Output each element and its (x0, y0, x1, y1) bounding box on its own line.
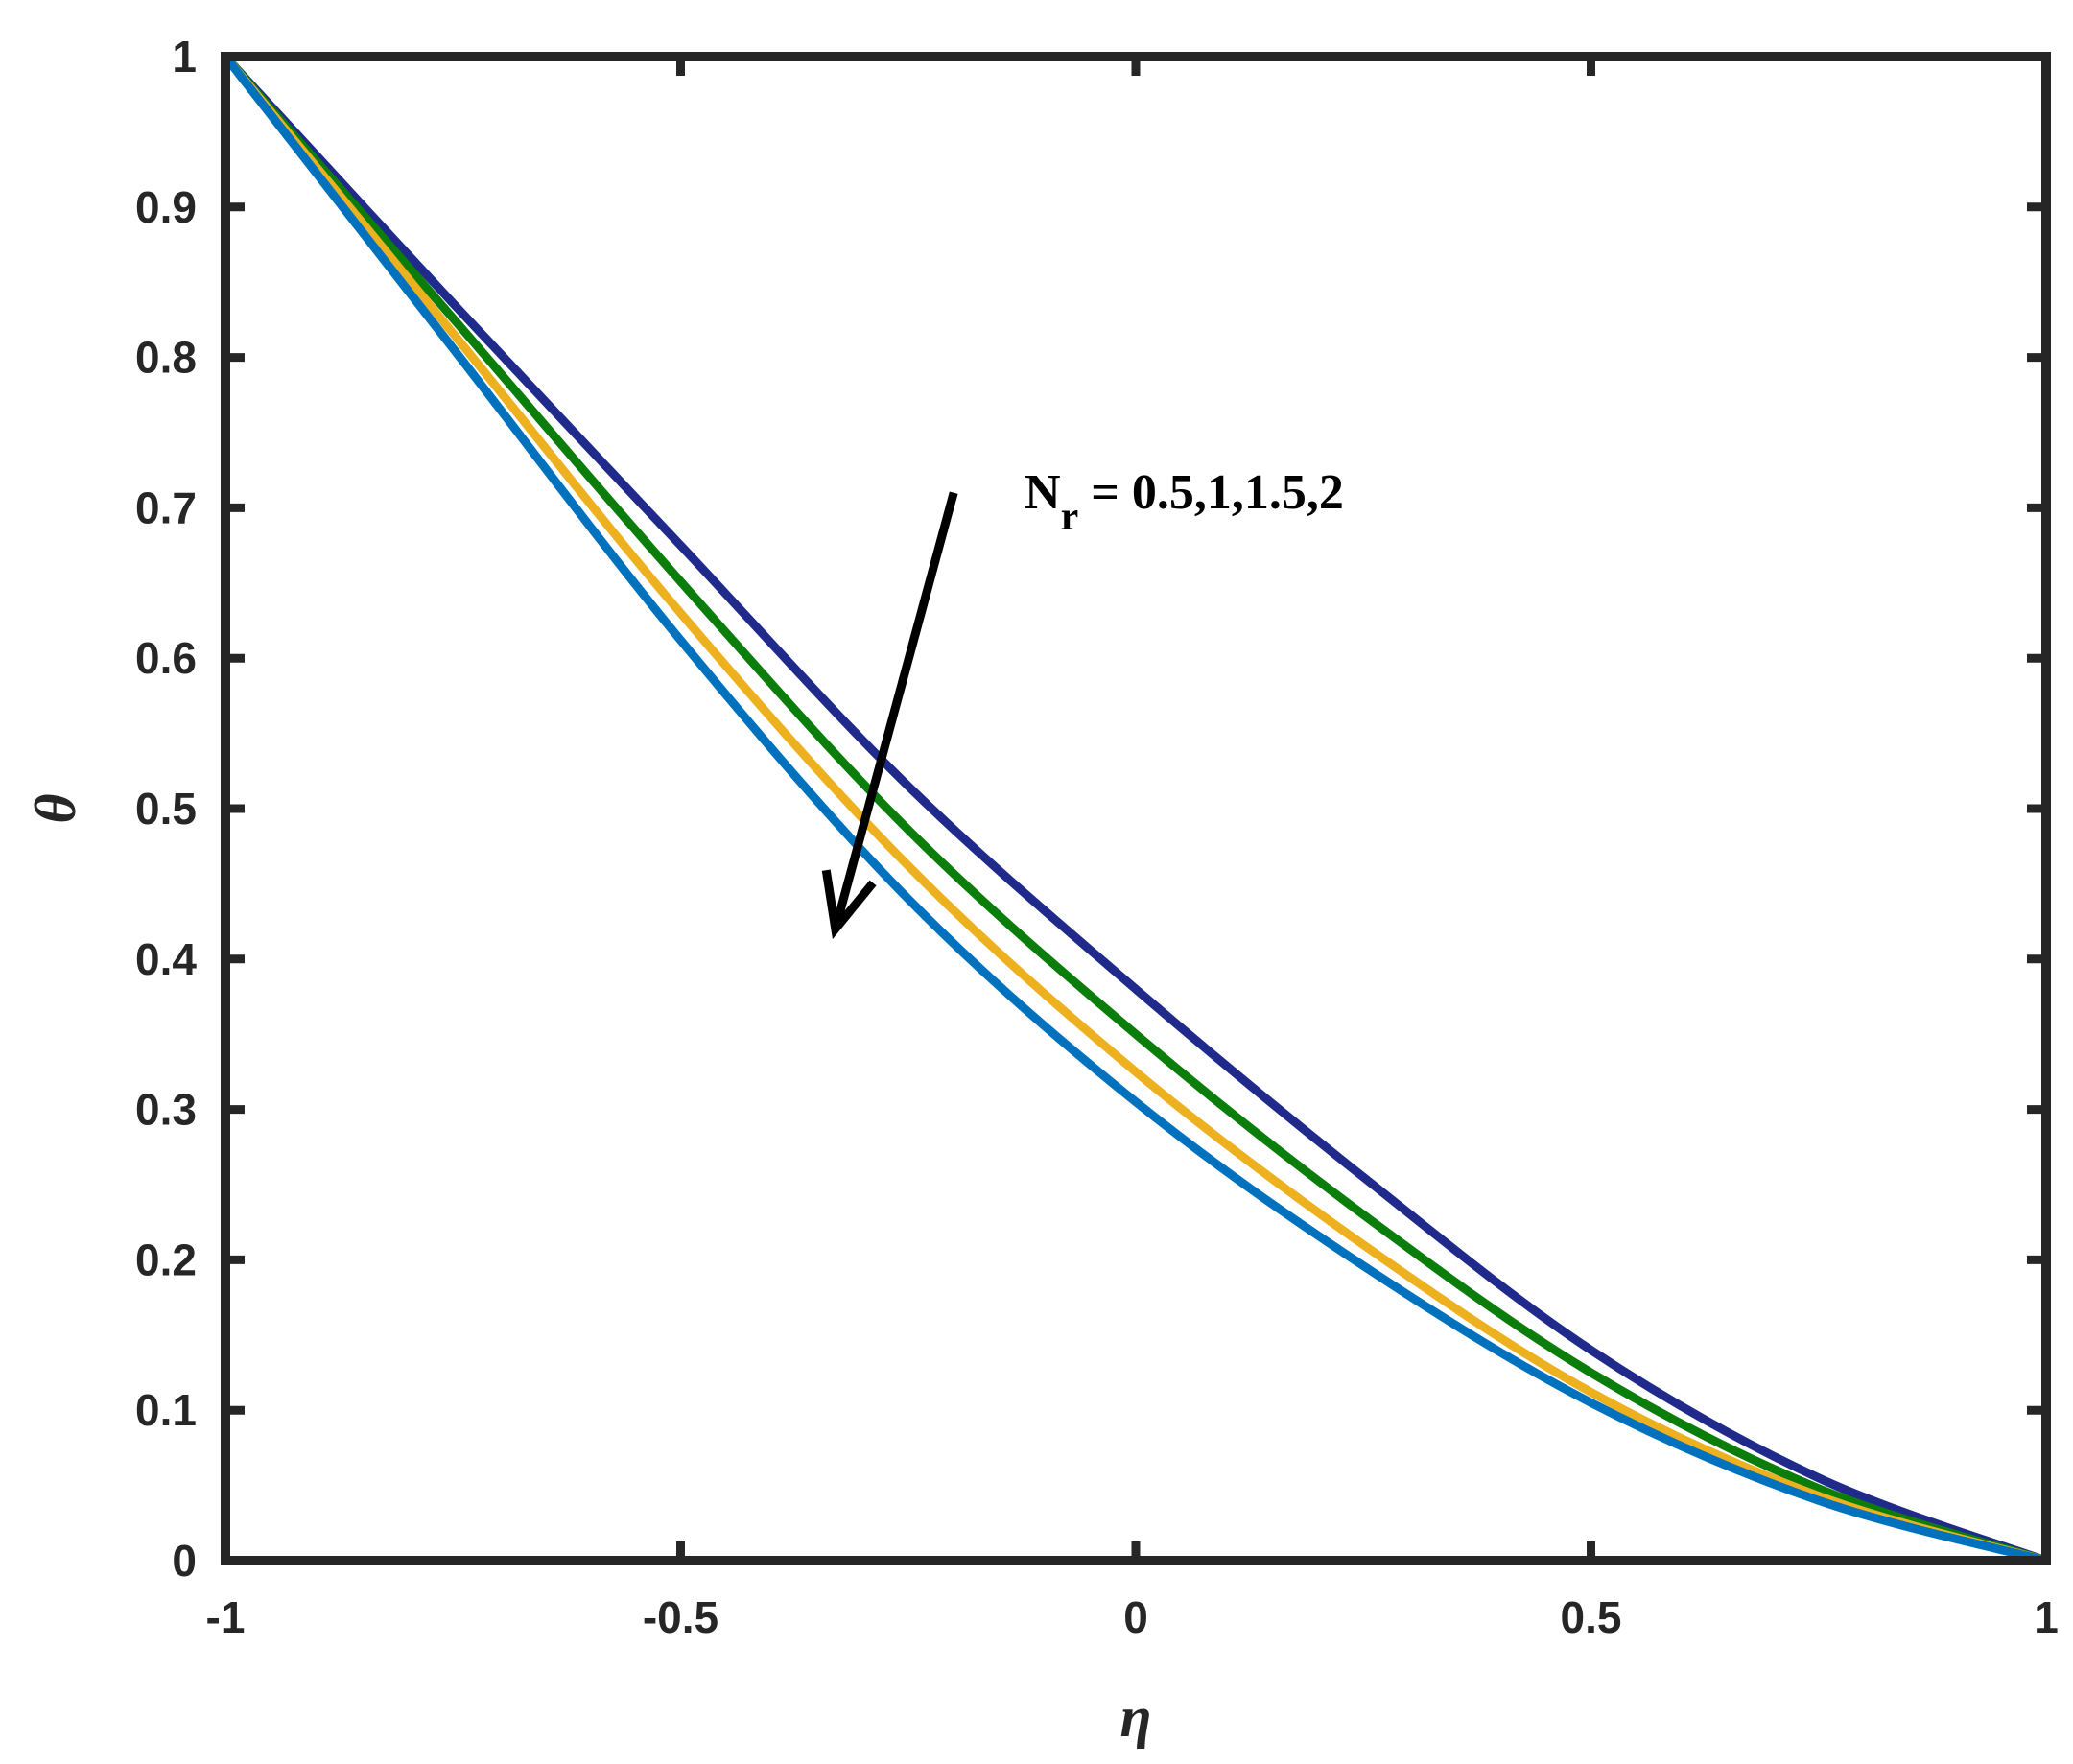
annotation: Nr = 0.5,1,1.5,2 (821, 465, 1344, 940)
annotation-arrow (831, 491, 958, 930)
annotation-main: N (1025, 465, 1061, 520)
y-tick-label: 0.1 (135, 1385, 197, 1435)
series-line-2 (221, 52, 2051, 1565)
series-line-3 (221, 52, 2051, 1565)
annotation-values: = 0.5,1,1.5,2 (1078, 465, 1344, 520)
series-line-4 (221, 52, 2051, 1565)
y-tick-label: 0.6 (135, 633, 197, 683)
y-axis-label: θ (24, 793, 87, 823)
x-tick-label: -1 (206, 1592, 246, 1642)
series-layer (221, 52, 2051, 1565)
y-tick-label: 0.9 (135, 182, 197, 232)
series-line-1 (221, 52, 2051, 1565)
x-tick-label: 1 (2034, 1592, 2059, 1642)
y-tick-label: 0 (172, 1536, 197, 1586)
ticks-layer: -1 -0.5 0 0.5 1 0 0.1 0.2 0.3 0.4 0.5 0.6 0.7 0.8 0.9 1 (135, 32, 2059, 1642)
y-tick-label: 0.4 (135, 934, 197, 984)
y-tick-label: 0.8 (135, 333, 197, 383)
x-tick-label: -0.5 (643, 1592, 718, 1642)
x-tick-label: 0 (1123, 1592, 1148, 1642)
y-tick-label: 0.2 (135, 1235, 197, 1284)
annotation-arrow-head (821, 869, 877, 940)
x-axis-label: η (1120, 1685, 1152, 1749)
y-tick-label: 0.7 (135, 482, 197, 532)
annotation-label: Nr = 0.5,1,1.5,2 (1025, 465, 1344, 539)
plot-frame (221, 52, 2051, 1565)
x-tick-label: 0.5 (1561, 1592, 1622, 1642)
y-tick-label: 1 (172, 32, 197, 82)
y-tick-label: 0.5 (135, 784, 197, 834)
y-tick-label: 0.3 (135, 1085, 197, 1135)
annotation-subscript: r (1061, 495, 1079, 539)
